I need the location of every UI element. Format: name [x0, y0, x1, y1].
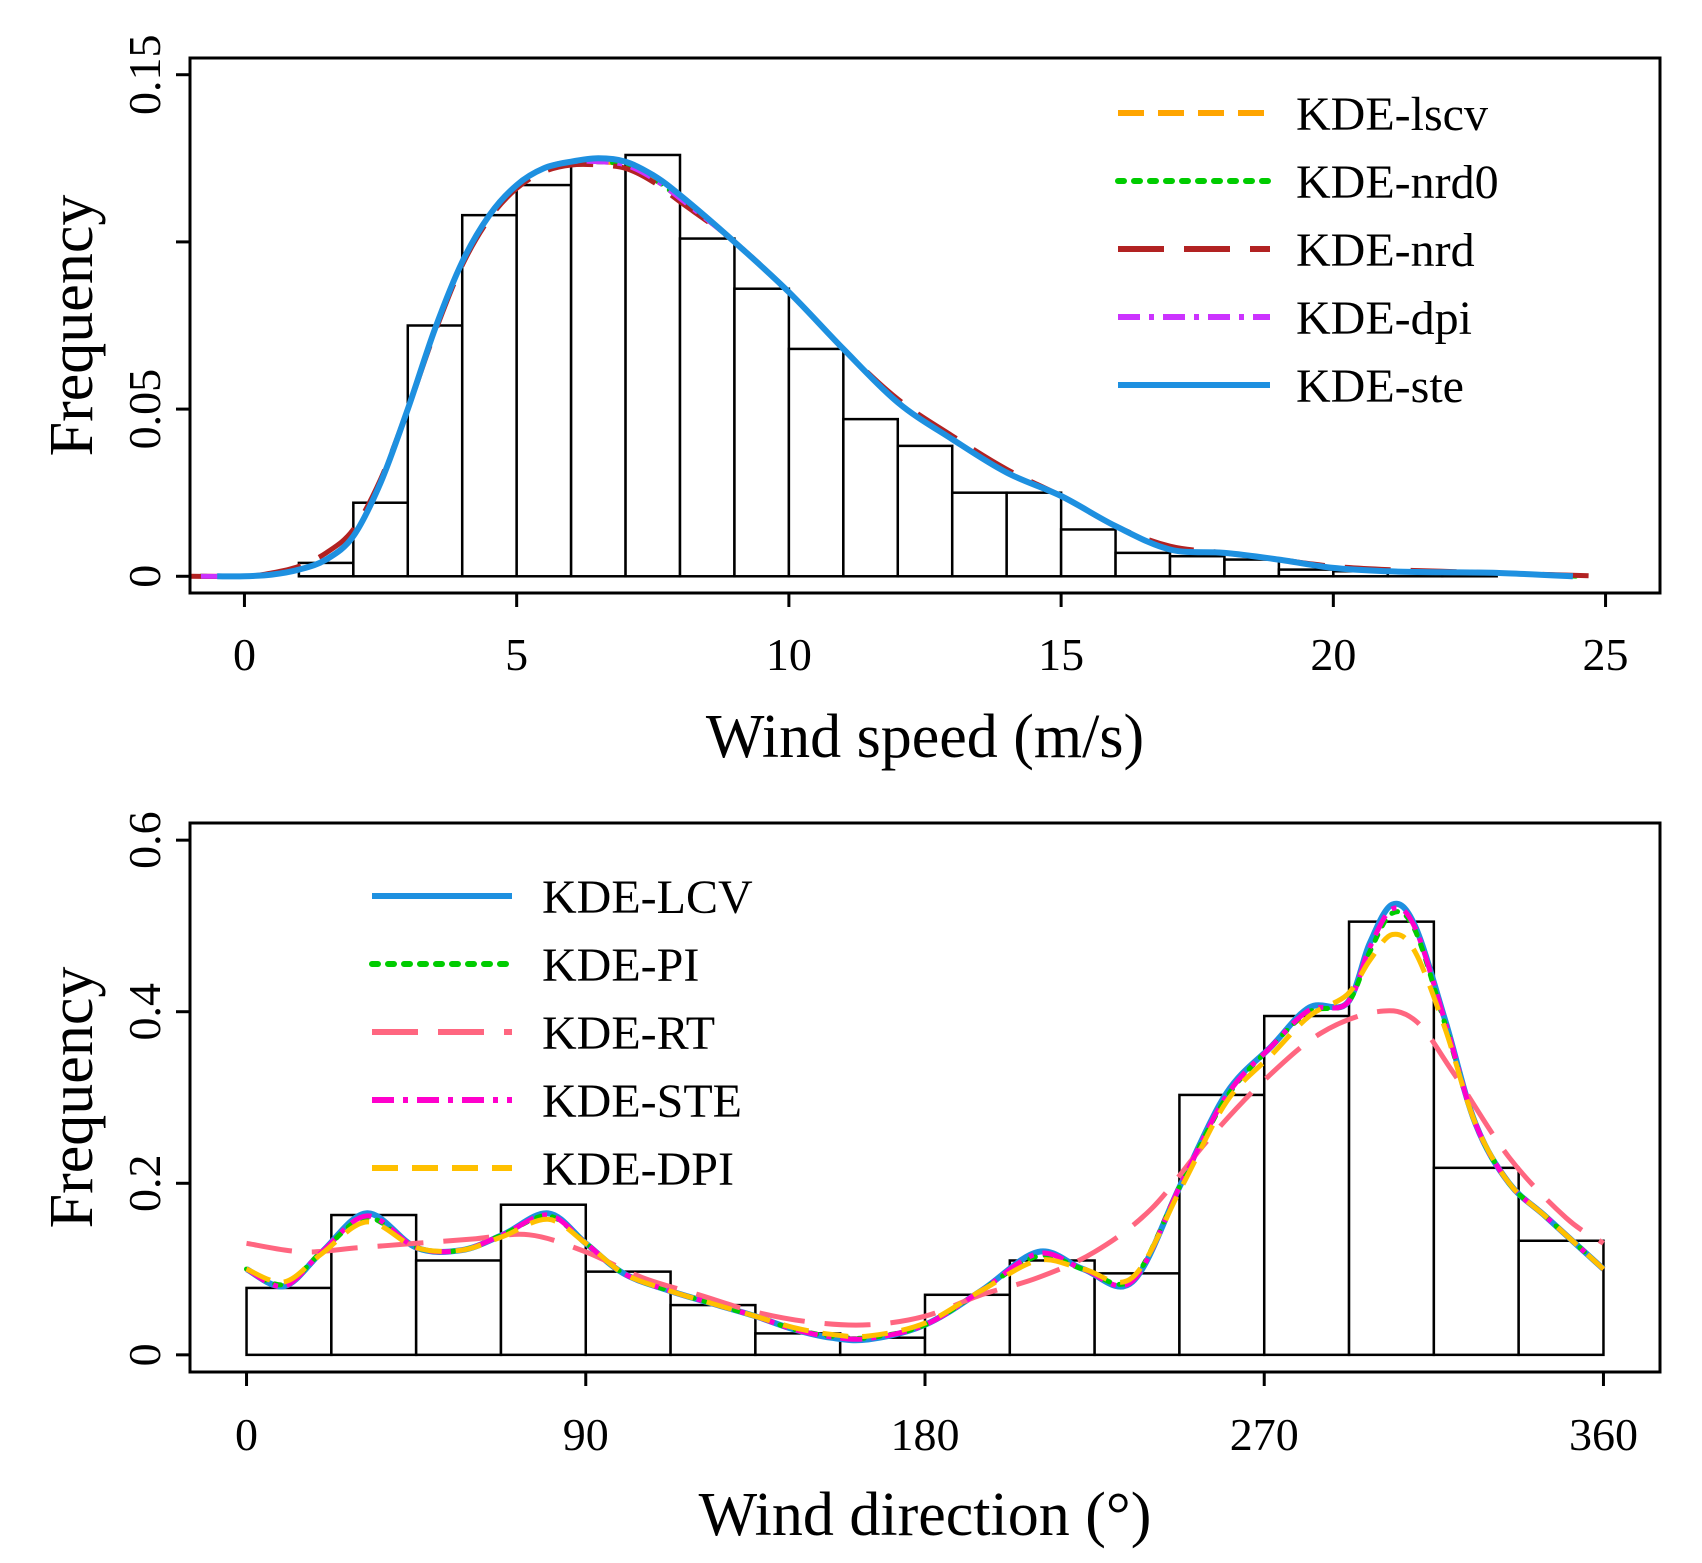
wind-speed-x-tick-label-0: 0 [233, 629, 256, 680]
wind-direction-histogram [245, 920, 1605, 1357]
wind-direction-y-axis-title: Frequency [38, 967, 106, 1229]
wind-direction-x-tick-label-4: 360 [1569, 1409, 1638, 1460]
wind-speed-series-line-4 [217, 155, 1574, 580]
wind-direction-panel: 0 90 180 270 360 0 0.2 0.4 0.6 Wind direction (… [38, 811, 1662, 1549]
wind-speed-bar-8 [733, 287, 791, 578]
wind-direction-bar-12 [1262, 1014, 1351, 1357]
wind-speed-y-tick-label-0: 0 [119, 565, 170, 588]
wind-direction-kde-curves [244, 900, 1606, 1344]
wind-direction-x-axis-title: Wind direction (°) [699, 1481, 1152, 1549]
wind-speed-bar-1 [352, 501, 410, 578]
wind-speed-histogram [297, 153, 1498, 578]
wind-speed-x-tick-label-3: 15 [1038, 629, 1084, 680]
wind-speed-kde-curves [189, 155, 1606, 580]
wind-direction-legend: KDE-LCV KDE-PI KDE-RT KDE-STE KDE-DPI [369, 871, 753, 1196]
wind-direction-legend-label-1: KDE-PI [542, 939, 699, 992]
wind-direction-bar-13 [1347, 920, 1436, 1357]
wind-direction-x-tick-label-1: 90 [563, 1409, 609, 1460]
wind-direction-bar-14 [1432, 1166, 1520, 1357]
wind-speed-y-ticks: 0 0.05 0.15 [119, 34, 190, 588]
wind-speed-bar-4 [515, 183, 573, 578]
wind-speed-bar-6 [624, 153, 682, 578]
wind-speed-legend-label-4: KDE-ste [1296, 360, 1464, 413]
wind-direction-y-tick-label-3: 0.6 [119, 811, 170, 869]
wind-speed-legend-label-2: KDE-nrd [1296, 224, 1475, 277]
wind-direction-y-tick-label-0: 0 [119, 1343, 170, 1366]
wind-speed-bar-18 [1277, 568, 1335, 578]
wind-direction-x-tick-label-0: 0 [235, 1409, 258, 1460]
wind-speed-bar-9 [787, 347, 845, 578]
wind-direction-x-tick-label-2: 180 [891, 1409, 960, 1460]
wind-speed-bar-11 [896, 444, 954, 578]
wind-speed-bar-3 [460, 213, 518, 578]
wind-speed-bar-2 [406, 324, 464, 578]
wind-speed-x-ticks: 0 5 10 15 20 25 [233, 593, 1629, 680]
wind-speed-bar-5 [569, 160, 627, 578]
wind-direction-legend-label-2: KDE-RT [542, 1007, 715, 1060]
wind-speed-x-tick-label-4: 20 [1310, 629, 1356, 680]
wind-speed-x-axis-title: Wind speed (m/s) [706, 703, 1144, 771]
wind-speed-bar-12 [950, 491, 1008, 578]
wind-direction-bar-8 [923, 1293, 1012, 1357]
wind-speed-bar-10 [842, 417, 900, 578]
wind-direction-legend-label-3: KDE-STE [542, 1075, 742, 1128]
wind-speed-plot-frame [188, 56, 1662, 595]
wind-direction-y-tick-label-1: 0.2 [119, 1155, 170, 1213]
wind-speed-y-tick-label-1: 0.05 [119, 369, 170, 450]
wind-speed-bar-15 [1114, 551, 1172, 578]
wind-direction-legend-label-4: KDE-DPI [542, 1143, 734, 1196]
wind-direction-y-ticks: 0 0.2 0.4 0.6 [119, 811, 190, 1366]
wind-speed-x-tick-label-2: 10 [766, 629, 812, 680]
wind-speed-bar-7 [678, 237, 736, 578]
wind-speed-x-tick-label-5: 25 [1583, 629, 1629, 680]
wind-speed-legend-label-1: KDE-nrd0 [1296, 156, 1499, 209]
wind-speed-bar-13 [1005, 491, 1063, 578]
wind-speed-y-axis-title: Frequency [38, 195, 106, 457]
wind-direction-series-line-4 [245, 931, 1606, 1340]
wind-speed-y-tick-label-2: 0.15 [119, 34, 170, 115]
wind-direction-bar-9 [1008, 1259, 1096, 1357]
wind-direction-series-line-2 [246, 1008, 1605, 1328]
wind-speed-bar-14 [1059, 528, 1117, 578]
wind-direction-bar-0 [245, 1286, 333, 1357]
wind-speed-legend: KDE-lscv KDE-nrd0 KDE-nrd KDE-dpi KDE-ste [1115, 88, 1499, 413]
wind-speed-legend-label-3: KDE-dpi [1296, 292, 1472, 345]
wind-direction-x-tick-label-3: 270 [1230, 1409, 1299, 1460]
wind-direction-bar-10 [1093, 1272, 1181, 1357]
wind-speed-bar-17 [1223, 558, 1281, 578]
wind-direction-x-ticks: 0 90 180 270 360 [235, 1372, 1638, 1460]
wind-speed-bar-16 [1168, 554, 1226, 578]
wind-direction-y-tick-label-2: 0.4 [119, 983, 170, 1041]
wind-direction-bar-2 [414, 1259, 503, 1357]
wind-speed-x-tick-label-1: 5 [505, 629, 528, 680]
wind-direction-legend-label-0: KDE-LCV [542, 871, 753, 924]
wind-direction-bar-11 [1178, 1093, 1266, 1357]
wind-speed-panel: 0 5 10 15 20 25 0 0.05 0.15 Wind speed (m/s) Fr… [38, 34, 1662, 771]
wind-speed-legend-label-0: KDE-lscv [1296, 88, 1488, 141]
